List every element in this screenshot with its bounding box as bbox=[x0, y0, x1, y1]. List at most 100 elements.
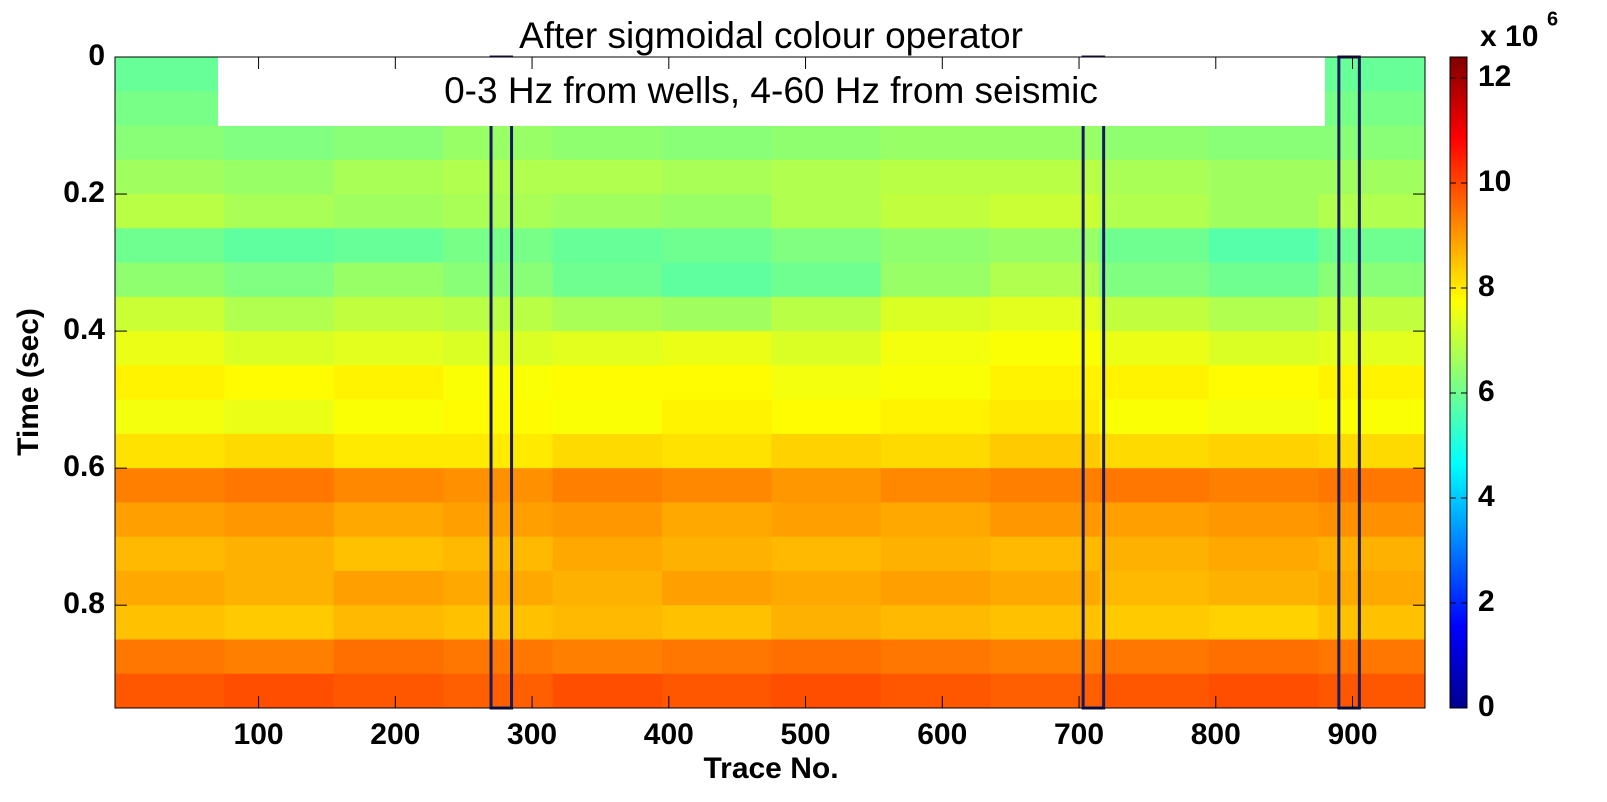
heatmap-cell bbox=[1208, 296, 1319, 332]
heatmap-cell bbox=[1208, 228, 1319, 264]
heatmap-cell bbox=[552, 433, 663, 469]
heatmap-cell bbox=[1318, 502, 1425, 538]
heatmap-cell bbox=[1208, 399, 1319, 435]
x-tick-label: 100 bbox=[234, 718, 284, 751]
heatmap-cell bbox=[771, 399, 882, 435]
heatmap-cell bbox=[880, 639, 991, 675]
heatmap-cell bbox=[661, 605, 772, 640]
heatmap-cell bbox=[1099, 433, 1210, 469]
heatmap-cell bbox=[115, 673, 225, 708]
heatmap-cell bbox=[880, 673, 991, 708]
heatmap-cell bbox=[1318, 262, 1425, 298]
heatmap-cell bbox=[333, 399, 444, 435]
heatmap-cell bbox=[1208, 570, 1319, 606]
heatmap-cell bbox=[1099, 296, 1210, 332]
x-tick-label: 200 bbox=[370, 718, 420, 751]
heatmap-cell bbox=[1318, 673, 1425, 708]
heatmap-cell bbox=[661, 262, 772, 298]
heatmap-cell bbox=[443, 399, 554, 435]
heatmap-cell bbox=[552, 605, 663, 640]
heatmap-cell bbox=[1099, 639, 1210, 675]
y-tick-label: 0.6 bbox=[63, 450, 105, 483]
x-tick-label: 600 bbox=[917, 718, 967, 751]
heatmap-cell bbox=[661, 536, 772, 572]
heatmap-cell bbox=[1318, 433, 1425, 469]
colorbar-tick-label: 4 bbox=[1478, 480, 1495, 513]
heatmap-cell bbox=[224, 433, 335, 469]
heatmap-cell bbox=[1208, 365, 1319, 401]
heatmap-cell bbox=[224, 365, 335, 401]
heatmap-cell bbox=[552, 502, 663, 538]
heatmap-cell bbox=[661, 194, 772, 229]
heatmap-cell bbox=[771, 639, 882, 675]
heatmap-cell bbox=[552, 673, 663, 708]
heatmap-cell bbox=[552, 125, 663, 161]
colorbar bbox=[1449, 56, 1468, 709]
heatmap-cell bbox=[443, 228, 554, 264]
heatmap-cell bbox=[1208, 262, 1319, 298]
heatmap-cell bbox=[443, 296, 554, 332]
heatmap-cell bbox=[1208, 194, 1319, 229]
heatmap-cell bbox=[1318, 194, 1425, 229]
heatmap-cell bbox=[1318, 468, 1425, 503]
heatmap-cell bbox=[333, 639, 444, 675]
heatmap-cell bbox=[661, 433, 772, 469]
heatmap-cell bbox=[224, 605, 335, 640]
heatmap-cell bbox=[1318, 91, 1425, 127]
heatmap-cell bbox=[661, 365, 772, 401]
heatmap-cell bbox=[1208, 673, 1319, 708]
heatmap-cell bbox=[1208, 502, 1319, 538]
heatmap-cell bbox=[771, 296, 882, 332]
heatmap-cell bbox=[1099, 365, 1210, 401]
heatmap-cell bbox=[443, 570, 554, 606]
heatmap-cell bbox=[333, 468, 444, 503]
heatmap-cell bbox=[115, 468, 225, 503]
heatmap-cell bbox=[661, 399, 772, 435]
heatmap-cell bbox=[224, 125, 335, 161]
heatmap-cell bbox=[224, 536, 335, 572]
colorbar-tick-label: 8 bbox=[1478, 270, 1495, 303]
colorbar-label: x 10 bbox=[1480, 20, 1538, 53]
heatmap-cell bbox=[661, 159, 772, 195]
heatmap-cell bbox=[224, 194, 335, 229]
heatmap bbox=[115, 57, 1425, 708]
heatmap-cell bbox=[661, 673, 772, 708]
heatmap-cell bbox=[115, 194, 225, 229]
heatmap-cell bbox=[333, 262, 444, 298]
heatmap-cell bbox=[443, 194, 554, 229]
heatmap-cell bbox=[443, 536, 554, 572]
y-tick-label: 0.8 bbox=[63, 587, 105, 620]
x-tick-label: 400 bbox=[644, 718, 694, 751]
heatmap-cell bbox=[333, 194, 444, 229]
heatmap-cell bbox=[1099, 536, 1210, 572]
heatmap-cell bbox=[224, 673, 335, 708]
heatmap-cell bbox=[880, 570, 991, 606]
heatmap-cell bbox=[1318, 605, 1425, 640]
heatmap-cell bbox=[443, 468, 554, 503]
heatmap-cell bbox=[880, 296, 991, 332]
heatmap-cell bbox=[115, 228, 225, 264]
heatmap-cell bbox=[1318, 536, 1425, 572]
heatmap-cell bbox=[771, 433, 882, 469]
heatmap-cell bbox=[333, 331, 444, 366]
heatmap-cell bbox=[771, 262, 882, 298]
heatmap-cell bbox=[552, 639, 663, 675]
heatmap-cell bbox=[224, 502, 335, 538]
heatmap-cell bbox=[1208, 125, 1319, 161]
heatmap-cell bbox=[115, 536, 225, 572]
heatmap-cell bbox=[333, 605, 444, 640]
heatmap-cell bbox=[552, 331, 663, 366]
heatmap-cell bbox=[880, 433, 991, 469]
heatmap-cell bbox=[880, 125, 991, 161]
heatmap-cell bbox=[880, 194, 991, 229]
y-axis-label: Time (sec) bbox=[12, 308, 45, 456]
heatmap-cell bbox=[443, 433, 554, 469]
heatmap-cell bbox=[771, 605, 882, 640]
heatmap-cell bbox=[552, 194, 663, 229]
heatmap-cell bbox=[333, 433, 444, 469]
heatmap-cell bbox=[333, 228, 444, 264]
heatmap-cell bbox=[661, 125, 772, 161]
y-tick-label: 0.4 bbox=[63, 313, 105, 346]
heatmap-cell bbox=[661, 639, 772, 675]
